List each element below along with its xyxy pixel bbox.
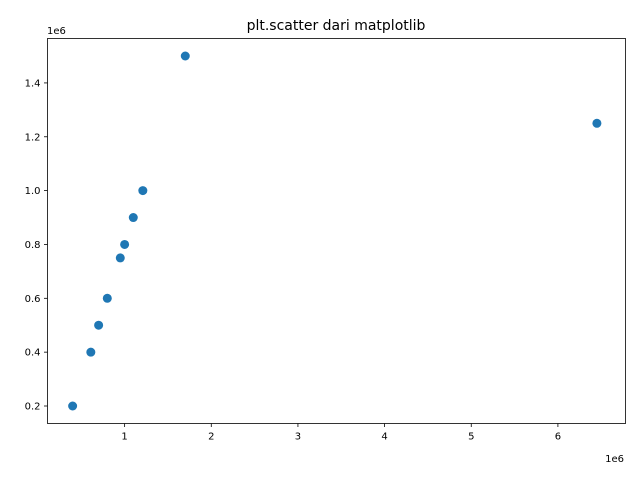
y-tick-label: 1.2 <box>25 132 41 143</box>
x-tick-label: 2 <box>208 432 214 443</box>
data-point <box>138 186 148 196</box>
x-tick-label: 6 <box>555 432 561 443</box>
x-tick-label: 4 <box>381 432 387 443</box>
x-tick-label: 5 <box>468 432 474 443</box>
scatter-points <box>68 51 602 411</box>
plot-frame <box>47 38 626 424</box>
data-point <box>68 401 78 411</box>
x-axis-ticks: 1 2 3 4 5 6 <box>121 423 561 443</box>
data-point <box>86 347 96 357</box>
data-point <box>180 51 190 61</box>
data-point <box>102 293 112 303</box>
x-axis-offset-label: 1e6 <box>605 454 624 465</box>
data-point <box>94 320 104 330</box>
data-point <box>120 239 130 249</box>
data-point <box>592 118 602 128</box>
y-tick-label: 0.8 <box>25 240 41 251</box>
y-tick-label: 1.0 <box>25 186 41 197</box>
y-tick-label: 0.4 <box>25 348 41 359</box>
y-tick-label: 1.4 <box>25 78 41 89</box>
chart-title: plt.scatter dari matplotlib <box>247 18 426 34</box>
x-tick-label: 3 <box>295 432 301 443</box>
y-tick-label: 0.6 <box>25 294 41 305</box>
y-axis-offset-label: 1e6 <box>47 26 66 37</box>
data-point <box>115 253 125 263</box>
data-point <box>128 213 138 223</box>
x-tick-label: 1 <box>121 432 127 443</box>
y-tick-label: 0.2 <box>25 402 41 413</box>
y-axis-ticks: 0.2 0.4 0.6 0.8 1.0 1.2 1.4 <box>25 78 48 413</box>
